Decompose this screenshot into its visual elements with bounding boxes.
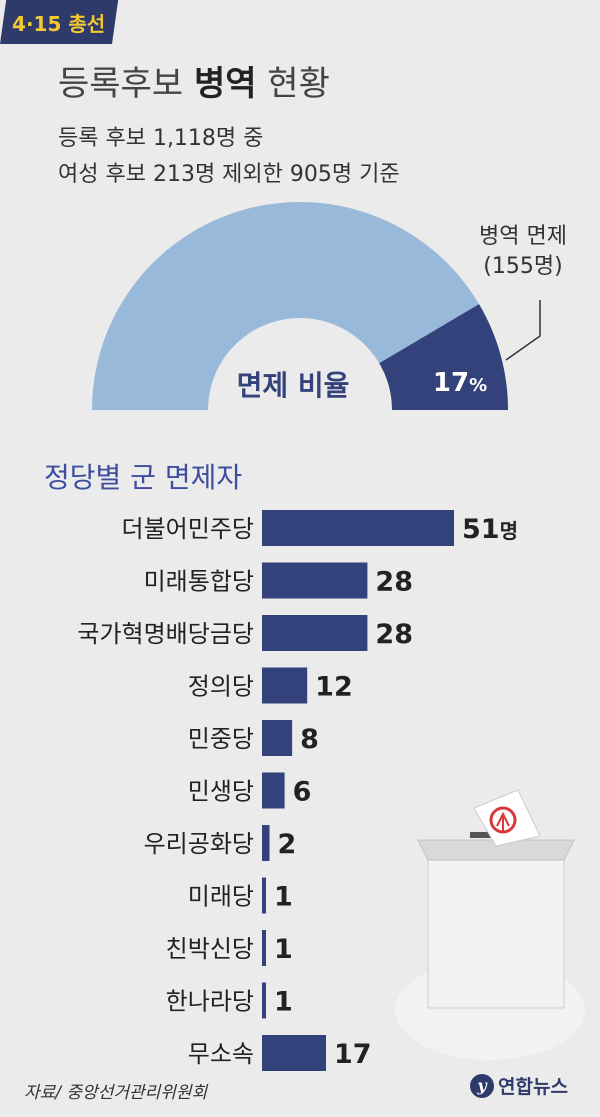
page-title: 등록후보 병역 현황 [58, 56, 330, 105]
logo-text: 연합뉴스 [498, 1076, 568, 1098]
title-part-1: 등록후보 [58, 64, 194, 104]
bar [262, 615, 368, 651]
title-bold: 병역 [193, 64, 257, 104]
percent-value: 17 [432, 368, 470, 398]
category-label: 민생당 [188, 778, 254, 806]
exempt-callout: 병역 면제 (155명) [458, 222, 588, 282]
source-note: 자료/ 중앙선거관리위원회 [24, 1083, 208, 1103]
bar [262, 720, 293, 756]
subtitle-line-1: 등록 후보 1,118명 중 [58, 126, 264, 151]
category-label: 한나라당 [166, 988, 254, 1016]
section-title: 정당별 군 면제자 [44, 461, 243, 494]
category-label: 정의당 [188, 673, 254, 701]
gauge-center-label: 면제 비율 [236, 369, 350, 402]
category-label: 민중당 [188, 725, 254, 753]
ballot-box-illustration [395, 789, 585, 1060]
gauge-exempt-arc [379, 304, 508, 410]
value-label: 12 [315, 672, 353, 703]
value-label: 1 [274, 934, 293, 965]
category-label: 국가혁명배당금당 [77, 620, 254, 648]
gauge [92, 201, 541, 410]
value-label: 28 [375, 567, 413, 598]
title-part-2: 현황 [256, 64, 330, 104]
value-label: 28 [375, 619, 413, 650]
category-label: 더불어민주당 [122, 515, 254, 543]
yonhap-logo: y 연합뉴스 [470, 1072, 568, 1099]
gauge-rest-arc [92, 201, 480, 410]
category-label: 우리공화당 [144, 830, 254, 858]
value-label: 1 [274, 882, 293, 913]
category-label: 미래당 [188, 883, 254, 911]
value-label: 6 [293, 777, 312, 808]
exempt-percent: 17% [422, 368, 498, 398]
value-label: 2 [278, 829, 297, 860]
bar [262, 667, 308, 704]
callout-line-1: 병역 면제 [479, 224, 567, 249]
bar [262, 982, 266, 1019]
category-label: 미래통합당 [144, 568, 254, 596]
category-label: 친박신당 [166, 935, 254, 963]
value-unit: 명 [500, 519, 518, 543]
bar [262, 930, 266, 966]
value-label: 51명 [462, 514, 518, 545]
value-label: 17 [334, 1039, 372, 1070]
bar [262, 825, 270, 861]
bar [262, 562, 368, 599]
value-label: 1 [274, 987, 293, 1018]
bar [262, 510, 454, 546]
subtitle-line-2: 여성 후보 213명 제외한 905명 기준 [58, 162, 400, 187]
bar [262, 877, 266, 914]
callout-leader-line [505, 300, 541, 361]
bar [262, 772, 285, 809]
bar [262, 1035, 326, 1071]
callout-line-2: (155명) [483, 254, 563, 279]
yonhap-logo-icon: y [470, 1073, 494, 1098]
value-label: 8 [300, 724, 319, 755]
category-label: 무소속 [188, 1040, 254, 1068]
percent-sign: % [469, 375, 488, 396]
